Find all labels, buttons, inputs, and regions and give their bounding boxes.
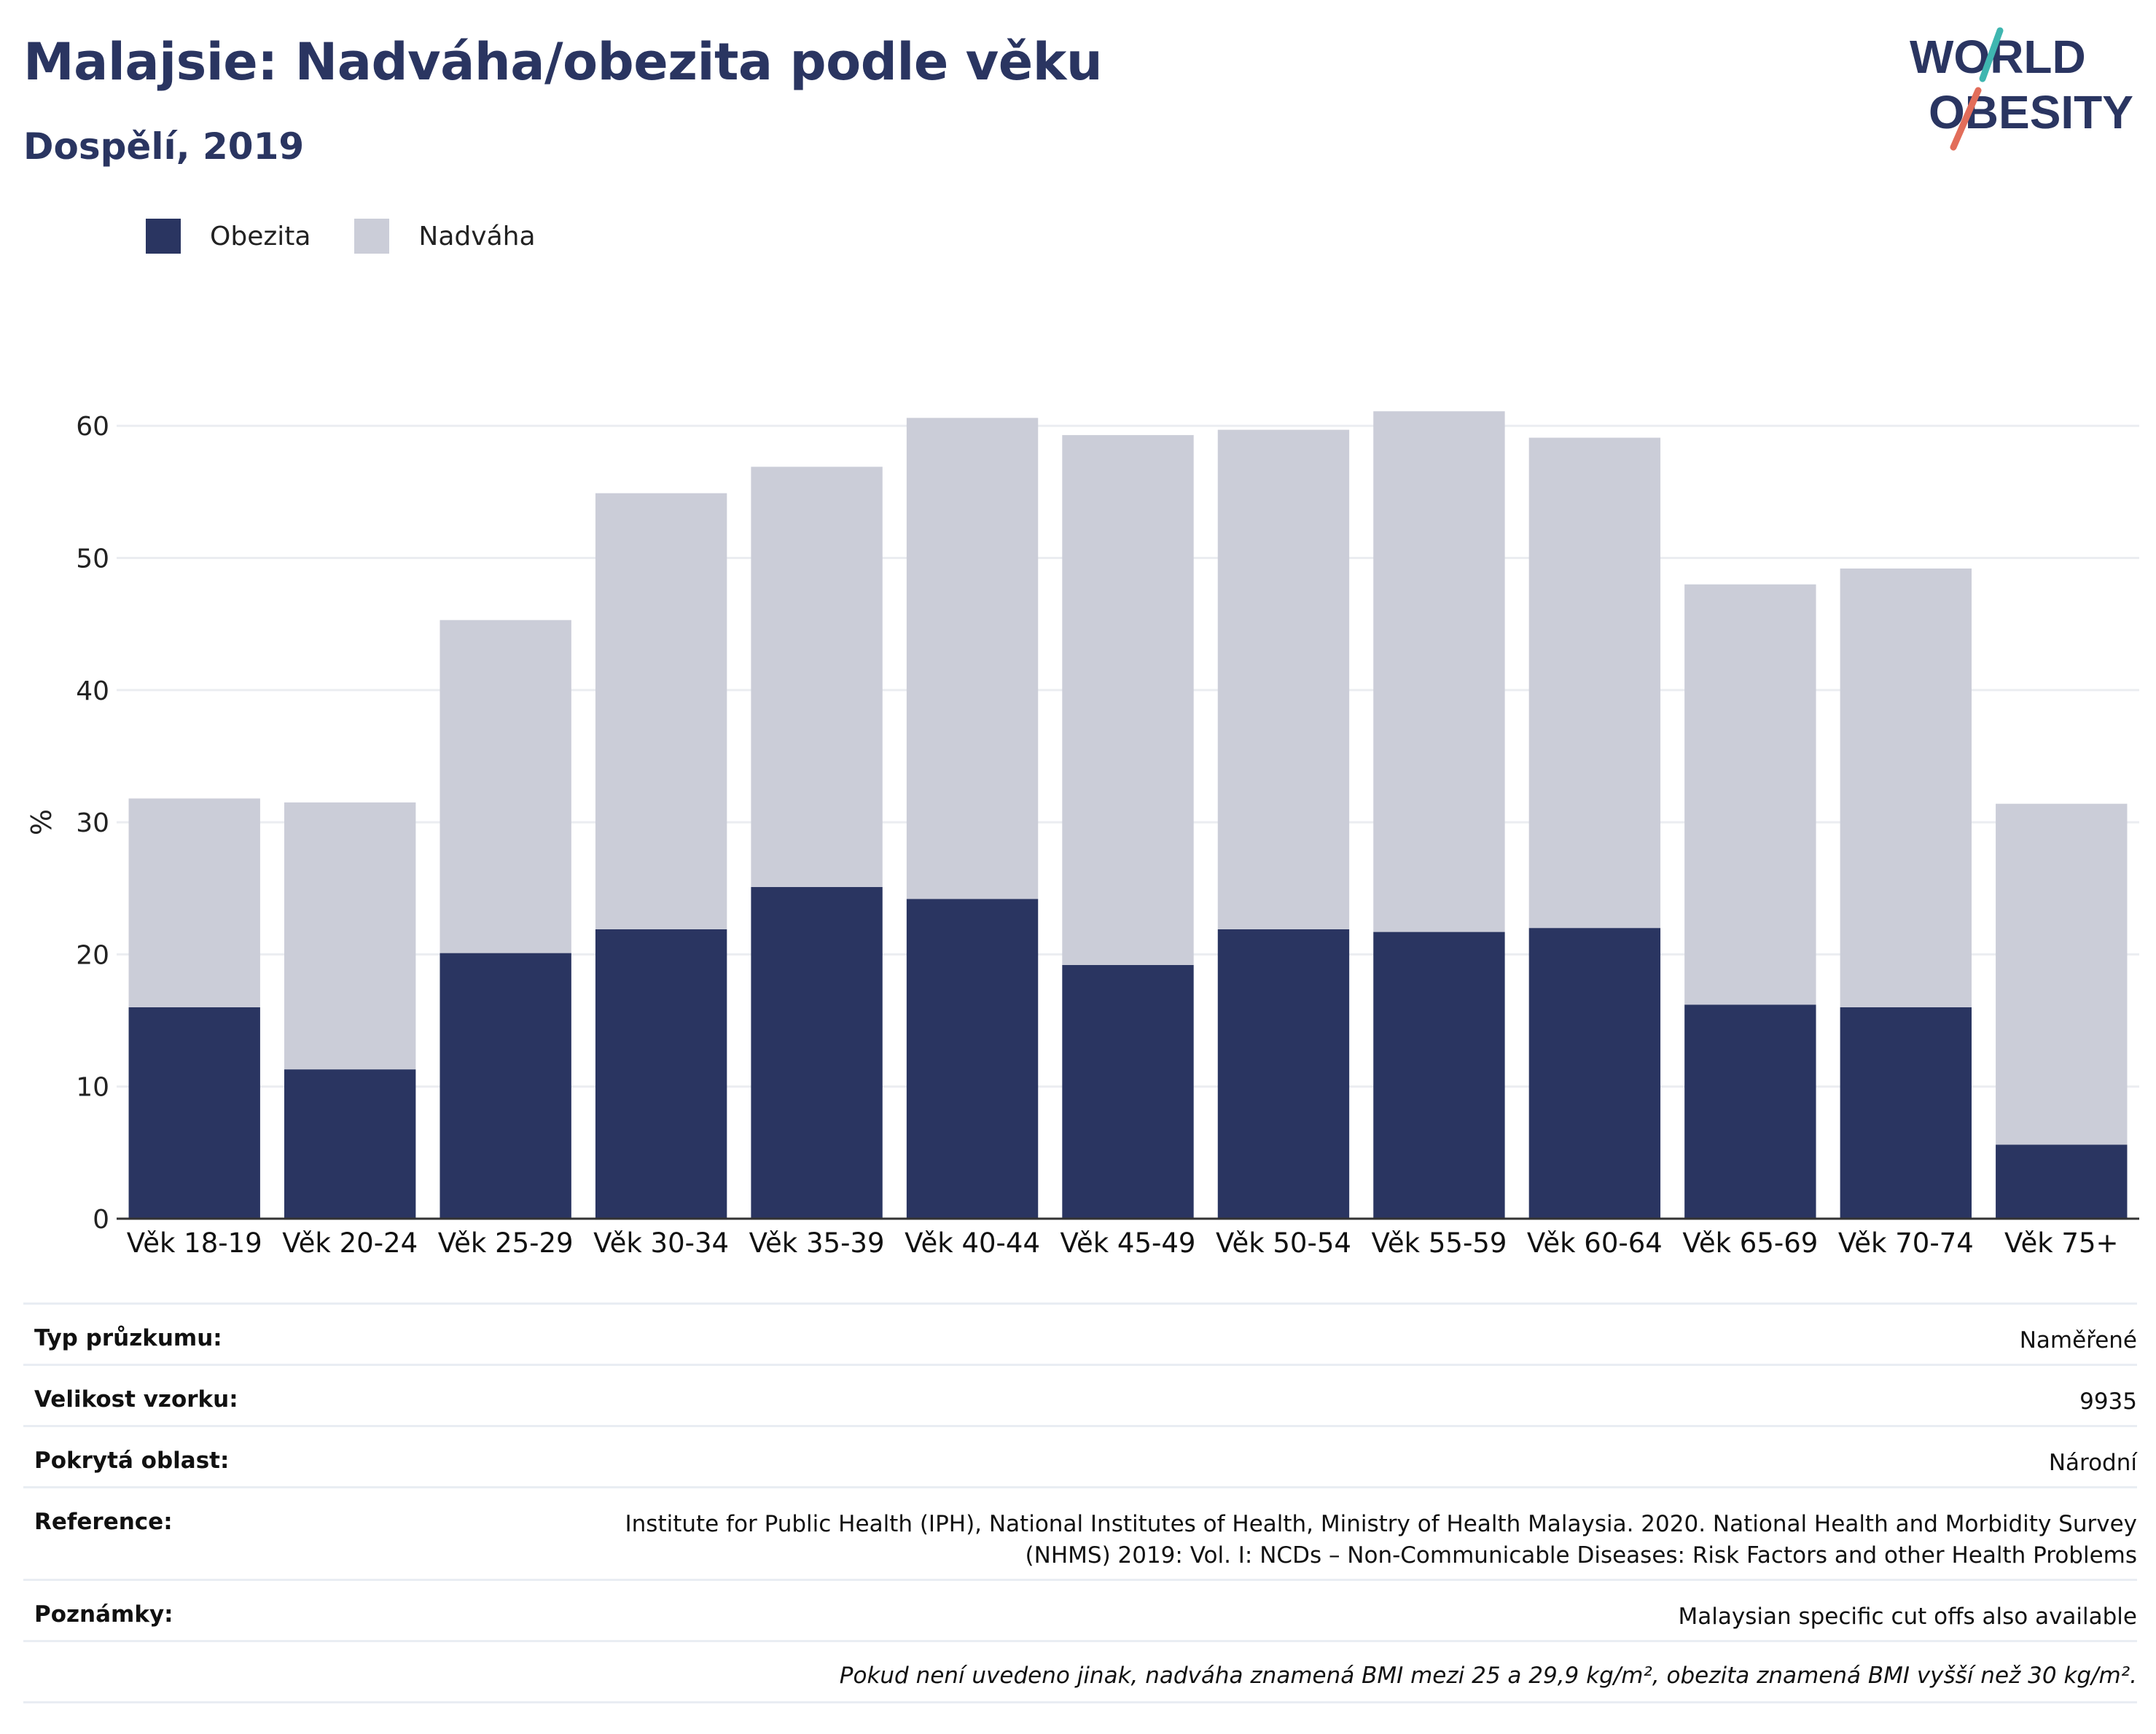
- x-tick-label: Věk 40-44: [905, 1227, 1040, 1259]
- bar-overweight-8: [1373, 411, 1505, 932]
- x-tick-label: Věk 70-74: [1838, 1227, 1974, 1259]
- y-tick-label: 60: [76, 412, 109, 442]
- bar-overweight-7: [1217, 429, 1350, 929]
- bar-overweight-0: [128, 798, 260, 1007]
- chart-subtitle: Dospělí, 2019: [23, 125, 305, 168]
- bar-overweight-1: [284, 802, 416, 1070]
- x-tick-label: Věk 18-19: [127, 1227, 262, 1259]
- x-tick-label: Věk 65-69: [1682, 1227, 1818, 1259]
- y-axis-label: %: [26, 809, 58, 835]
- bar-obesity-5: [906, 899, 1039, 1219]
- bar-overweight-10: [1684, 584, 1816, 1005]
- x-tick-label: Věk 25-29: [438, 1227, 574, 1259]
- bar-obesity-7: [1217, 929, 1350, 1219]
- y-tick-label: 50: [76, 544, 109, 574]
- legend-item-obesity: Obezita: [146, 219, 310, 254]
- chart-title: Malajsie: Nadváha/obezita podle věku: [23, 32, 1103, 92]
- meta-label-area: Pokrytá oblast:: [34, 1448, 230, 1474]
- footnote: Pokud není uvedeno jinak, nadváha znamen…: [839, 1663, 2137, 1689]
- meta-label-sample-size: Velikost vzorku:: [34, 1386, 238, 1413]
- meta-label-notes: Poznámky:: [34, 1601, 173, 1628]
- legend-swatch-overweight: [354, 219, 390, 254]
- y-tick-label: 30: [76, 808, 109, 838]
- meta-value-reference: Institute for Public Health (IPH), Natio…: [625, 1511, 2137, 1569]
- meta-row-sample-size: Velikost vzorku: 9935: [23, 1364, 2137, 1425]
- bar-overweight-4: [751, 466, 883, 887]
- x-tick-label: Věk 30-34: [593, 1227, 729, 1259]
- x-tick-label: Věk 45-49: [1061, 1227, 1196, 1259]
- x-tick-label: Věk 35-39: [749, 1227, 885, 1259]
- stacked-bar-chart: 0 10 20 30 40 50 60% Věk 18-19 Věk 20-24 Věk 25-2…: [26, 411, 2139, 1259]
- meta-row-notes: Poznámky: Malaysian specific cut offs al…: [23, 1579, 2137, 1640]
- world-obesity-logo: WORLD OBESITY: [1910, 27, 2133, 151]
- legend-label-overweight: Nadváha: [418, 221, 536, 251]
- y-tick-label: 40: [76, 676, 109, 706]
- logo-coral-slash: [1950, 87, 1982, 151]
- x-tick-label: Věk 50-54: [1216, 1227, 1351, 1259]
- bar-obesity-6: [1062, 964, 1194, 1219]
- bar-overweight-12: [1996, 803, 2128, 1145]
- legend: Obezita Nadváha: [146, 217, 579, 255]
- bar-obesity-3: [595, 929, 727, 1219]
- bar-overweight-11: [1840, 569, 1972, 1007]
- meta-value-notes: Malaysian specific cut offs also availab…: [1678, 1604, 2137, 1630]
- meta-row-area: Pokrytá oblast: Národní: [23, 1425, 2137, 1486]
- legend-item-overweight: Nadváha: [354, 219, 536, 254]
- bar-overweight-3: [595, 493, 727, 929]
- bars: [128, 411, 2128, 1219]
- bar-obesity-0: [128, 1007, 260, 1219]
- metadata-table: Typ průzkumu: Naměřené Velikost vzorku: …: [23, 1303, 2137, 1703]
- logo-teal-slash: [1979, 27, 2004, 82]
- axes: 0 10 20 30 40 50 60% Věk 18-19 Věk 20-24 Věk 25-2…: [26, 412, 2139, 1259]
- y-tick-label: 20: [76, 940, 109, 970]
- bar-obesity-4: [751, 886, 883, 1219]
- meta-value-survey-type: Naměřené: [2019, 1327, 2137, 1354]
- bar-overweight-9: [1528, 437, 1661, 929]
- meta-row-footnote: Pokud není uvedeno jinak, nadváha znamen…: [23, 1640, 2137, 1703]
- meta-row-reference: Reference: Institute for Public Health (…: [23, 1486, 2137, 1579]
- bar-obesity-1: [284, 1069, 416, 1219]
- meta-value-sample-size: 9935: [2079, 1389, 2137, 1415]
- bar-obesity-11: [1840, 1007, 1972, 1219]
- bar-obesity-9: [1528, 928, 1661, 1219]
- meta-label-survey-type: Typ průzkumu:: [34, 1325, 222, 1351]
- y-tick-label: 10: [76, 1073, 109, 1103]
- bar-overweight-6: [1062, 434, 1194, 965]
- x-tick-label: Věk 20-24: [282, 1227, 418, 1259]
- x-tick-label: Věk 60-64: [1527, 1227, 1663, 1259]
- bar-overweight-2: [440, 620, 571, 953]
- x-tick-label: Věk 75+: [2004, 1227, 2118, 1259]
- meta-row-survey-type: Typ průzkumu: Naměřené: [23, 1303, 2137, 1364]
- legend-swatch-obesity: [146, 219, 181, 254]
- x-tick-label: Věk 55-59: [1371, 1227, 1507, 1259]
- bar-obesity-2: [440, 953, 571, 1219]
- bar-overweight-5: [906, 418, 1039, 899]
- bar-obesity-12: [1996, 1144, 2128, 1219]
- y-tick-label: 0: [93, 1205, 109, 1235]
- bar-obesity-8: [1373, 932, 1505, 1219]
- legend-label-obesity: Obezita: [210, 221, 311, 251]
- meta-label-reference: Reference:: [34, 1509, 173, 1535]
- meta-value-area: Národní: [2048, 1450, 2137, 1476]
- bar-obesity-10: [1684, 1004, 1816, 1219]
